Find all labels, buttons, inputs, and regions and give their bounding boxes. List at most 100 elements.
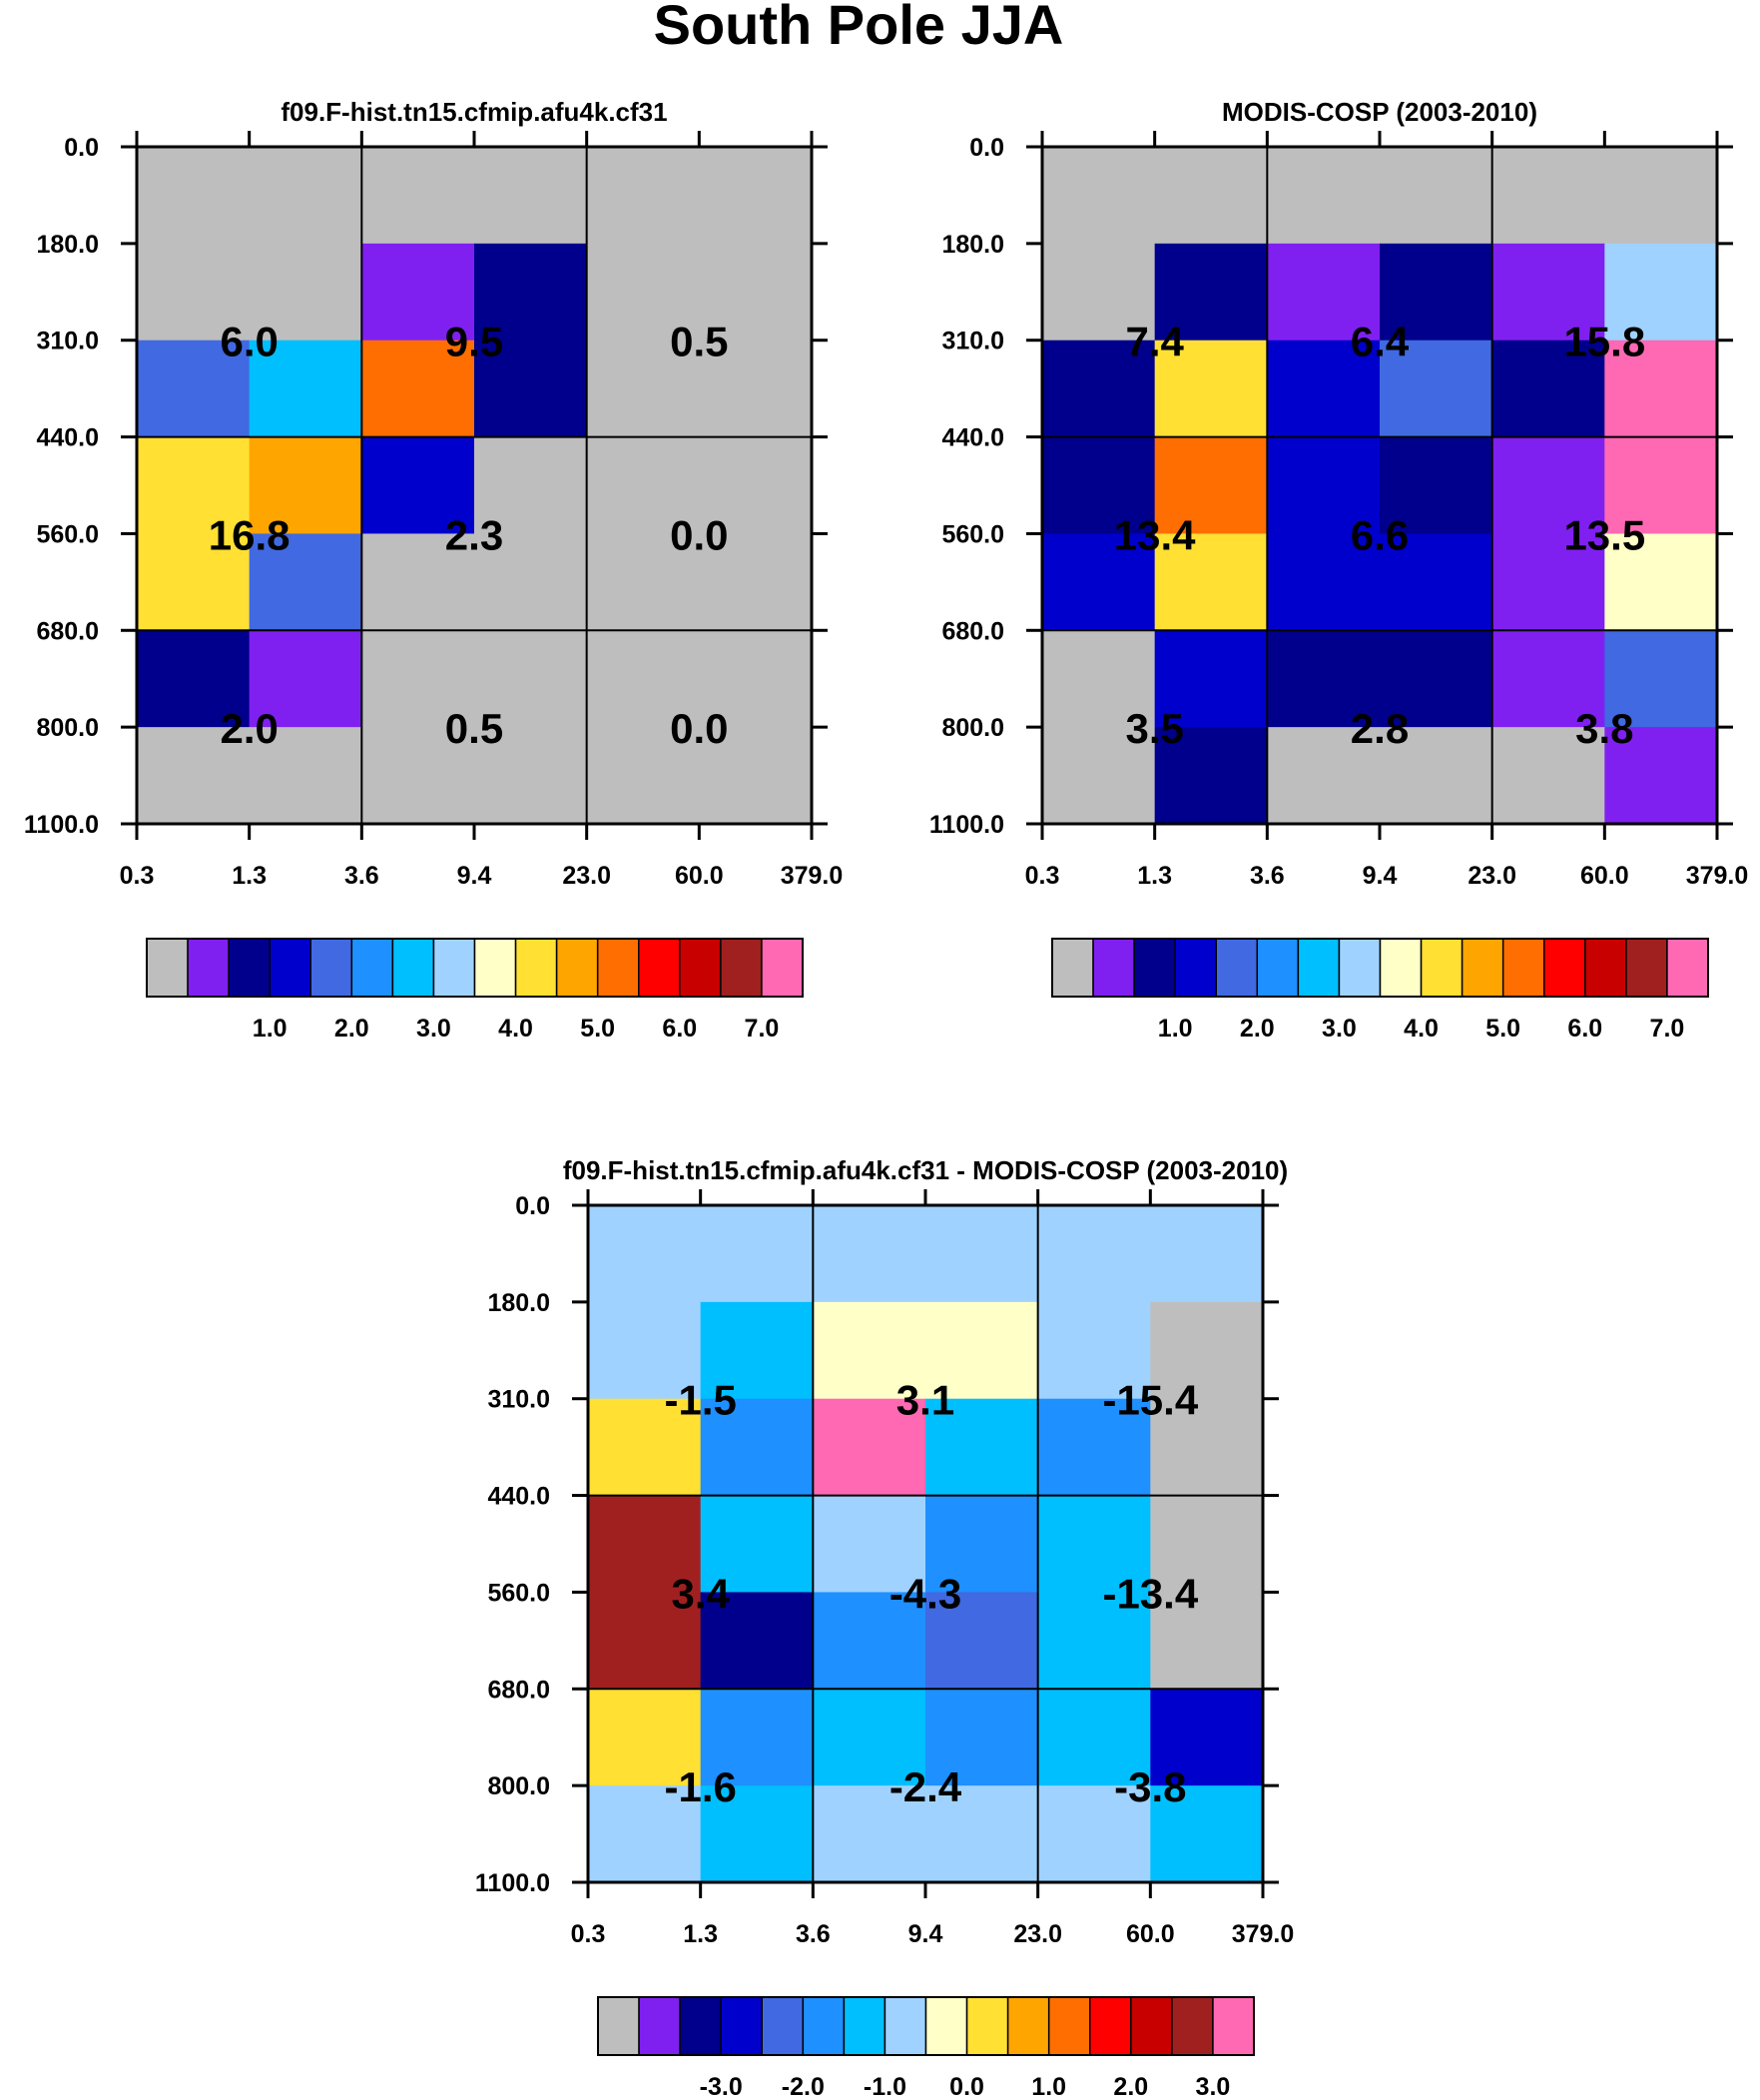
heatmap-cell [925,1592,1039,1690]
heatmap-cell [249,630,362,728]
colorbar-label: -3.0 [700,2073,743,2100]
heatmap-cell [1491,630,1605,728]
heatmap-cell [1491,533,1605,631]
colorbar-swatch [1215,938,1259,998]
colorbar-swatch [596,938,640,998]
heatmap-cell [1042,727,1156,825]
heatmap-cell [1267,436,1381,535]
heatmap-cell [1037,1398,1151,1497]
colorbar-swatch [473,938,517,998]
group-total-label: 6.4 [1351,319,1410,365]
group-total-label: 0.0 [670,705,728,752]
colorbar-label: 3.0 [416,1015,451,1043]
heatmap-cell [699,243,813,342]
heatmap-cell [361,147,475,245]
heatmap-cell [1604,243,1718,342]
x-tick-label: 379.0 [1232,1920,1295,1948]
colorbar-swatch [1420,938,1464,998]
heatmap-cell [925,1398,1039,1497]
heatmap-cell [700,1301,814,1400]
x-tick-label: 3.6 [344,862,379,890]
heatmap-cell [1042,436,1156,535]
heatmap-cell [137,533,251,631]
panel-title: f09.F-hist.tn15.cfmip.afu4k.cf31 [281,97,667,127]
y-tick-label: 180.0 [487,1289,550,1317]
y-tick-label: 440.0 [941,424,1004,452]
colorbar-swatch [1051,938,1094,998]
heatmap-cell [474,727,588,825]
colorbar-label: 1.0 [253,1015,288,1043]
heatmap-cell [699,147,813,245]
colorbar-frame [146,938,804,998]
y-tick-label: 1100.0 [24,811,99,839]
colorbar-swatch [679,1996,722,2056]
heatmap-cell [925,1495,1039,1594]
heatmap-cell [699,436,813,535]
heatmap-cell [586,340,700,438]
x-tick-label: 0.3 [120,862,155,890]
figure-title: South Pole JJA [654,0,1064,56]
colorbar-swatch [1212,1996,1255,2056]
heatmap-cell [700,1785,814,1883]
heatmap-cell [813,1495,926,1594]
group-total-label: -4.3 [889,1570,961,1617]
group-total-label: 9.5 [445,319,503,365]
heatmap-cell [1267,727,1381,825]
heatmap-cell [1380,436,1493,535]
group-total-label: 3.1 [896,1377,954,1424]
heatmap-cell [1037,1592,1151,1690]
colorbar-swatch [228,938,271,998]
heatmap-cell [588,1689,702,1786]
colorbar-swatch [146,938,189,998]
colorbar-label: 5.0 [580,1015,615,1043]
colorbar-swatch [1501,938,1545,998]
group-total-label: 0.5 [670,319,728,365]
heatmap-cell [700,1689,814,1786]
y-tick-label: 680.0 [941,617,1004,645]
colorbar-label: 3.0 [1322,1015,1357,1043]
y-tick-label: 310.0 [941,328,1004,355]
heatmap-cell [586,147,700,245]
heatmap-cell [1491,147,1605,245]
heatmap-cell [586,533,700,631]
x-tick-label: 1.3 [232,862,267,890]
colorbar-swatch [761,1996,805,2056]
heatmap-cell [813,1205,926,1303]
group-total-label: -13.4 [1102,1570,1198,1617]
colorbar-swatch [1130,1996,1173,2056]
colorbar-label: 6.0 [662,1015,697,1043]
x-tick-label: 9.4 [1363,862,1398,890]
heatmap-cell [249,727,362,825]
colorbar-label: 0.0 [949,2073,984,2100]
heatmap-cell [474,436,588,535]
heatmap-cell [1380,243,1493,342]
heatmap-cell [586,243,700,342]
heatmap-cell [1267,340,1381,438]
heatmap-cell [925,1301,1039,1400]
x-tick-label: 60.0 [675,862,724,890]
colorbar-label: 1.0 [1031,2073,1066,2100]
y-tick-label: 180.0 [36,231,99,259]
y-tick-label: 800.0 [36,714,99,742]
heatmap-cell [586,436,700,535]
group-total-label: 3.4 [671,1570,730,1617]
heatmap-cell [699,533,813,631]
x-tick-label: 9.4 [908,1920,943,1948]
y-tick-label: 310.0 [487,1386,550,1414]
heatmap-cell [699,727,813,825]
heatmap-cell [1042,243,1156,342]
y-tick-label: 180.0 [941,231,1004,259]
heatmap-cell [1491,340,1605,438]
colorbar-swatch [883,1996,927,2056]
heatmap-cell [1380,630,1493,728]
group-total-label: 13.4 [1114,511,1196,558]
colorbar-label: 5.0 [1485,1015,1520,1043]
heatmap-cell [1154,340,1268,438]
y-tick-label: 1100.0 [475,1869,550,1897]
colorbar-swatch [1543,938,1586,998]
colorbar-frame [597,1996,1255,2056]
x-tick-label: 1.3 [683,1920,718,1948]
heatmap-cell [137,727,251,825]
colorbar-swatch [1338,938,1382,998]
group-total-label: 2.3 [445,511,503,558]
